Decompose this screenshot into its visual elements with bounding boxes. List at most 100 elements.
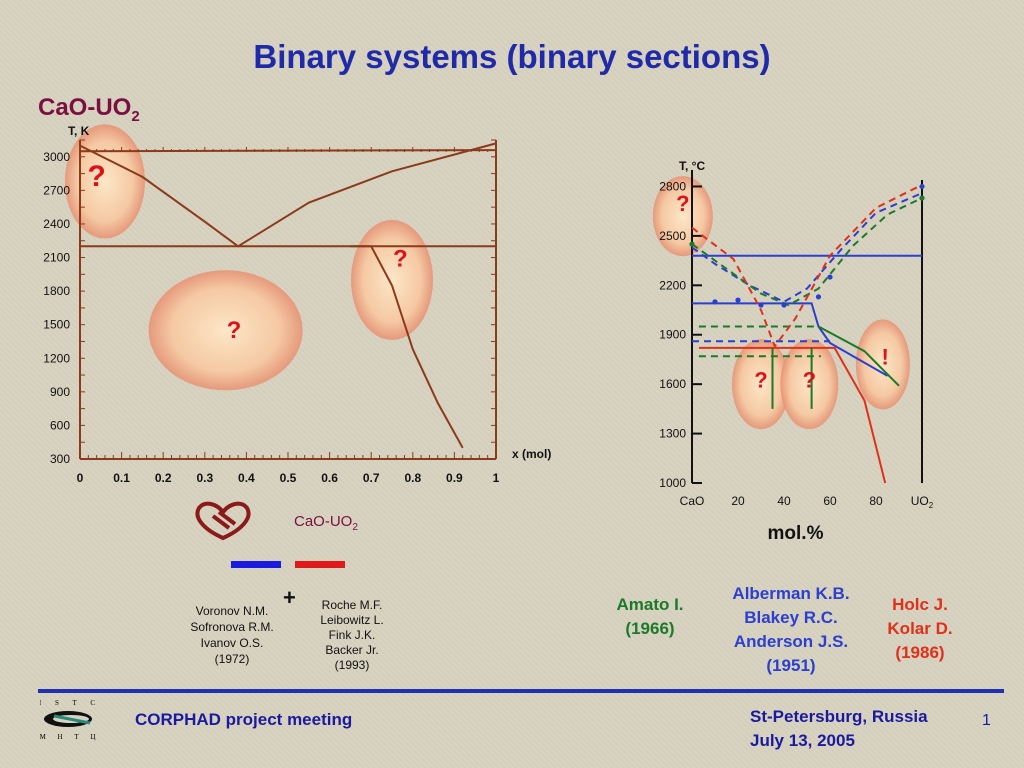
- question-mark-annotation: ?: [803, 367, 816, 392]
- footer-place: St-Petersburg, Russia July 13, 2005: [750, 705, 928, 753]
- x-axis-label: x (mol): [512, 447, 551, 461]
- data-point: [781, 302, 787, 308]
- icon-caption: CaO-UO2: [294, 513, 358, 533]
- x-tick-label: 20: [731, 494, 745, 508]
- reference-holc: Holc J. Kolar D. (1986): [872, 593, 968, 665]
- question-mark-annotation: ?: [393, 245, 408, 272]
- reference-line: (1986): [895, 643, 945, 662]
- y-tick-label: 1200: [43, 351, 70, 365]
- icon-caption-main: CaO-UO: [294, 513, 353, 530]
- phase-boundary-line: [691, 183, 923, 349]
- red-legend-bar: [295, 561, 345, 568]
- exclamation-annotation: !: [882, 344, 889, 369]
- data-point: [735, 297, 741, 303]
- footer-meeting: CORPHAD project meeting: [135, 710, 353, 729]
- credit-line: (1993): [334, 658, 370, 672]
- data-point: [758, 302, 764, 308]
- credit-line: Voronov N.M.: [195, 604, 269, 618]
- system-label: CaO-UO2: [38, 94, 140, 125]
- credits-left: Voronov N.M. Sofronova R.M. Ivanov O.S. …: [172, 603, 292, 667]
- x-tick-label: UO2: [911, 494, 934, 510]
- reference-line: Anderson J.S.: [733, 632, 849, 651]
- footer-date-line: July 13, 2005: [750, 731, 855, 750]
- credit-line: Fink J.K.: [328, 628, 376, 642]
- region-highlight: [780, 339, 839, 430]
- reference-line: Alberman K.B.: [732, 584, 850, 603]
- region-highlight: [64, 124, 145, 239]
- logo-bottom-text: М Н Т Ц: [40, 733, 100, 741]
- phase-boundary-line: [79, 149, 497, 153]
- x-tick-label: 0.2: [155, 471, 172, 485]
- x-tick-label: 0.6: [321, 471, 338, 485]
- y-tick-label: 2800: [659, 179, 686, 193]
- region-highlight: [855, 319, 910, 410]
- x-tick-label: 0.9: [446, 471, 463, 485]
- x-tick-label: 40: [777, 494, 791, 508]
- istc-logo-icon: I S T C М Н Т Ц: [40, 699, 100, 741]
- y-tick-label: 2200: [659, 278, 686, 292]
- phase-boundary-line: [691, 197, 923, 307]
- data-point: [827, 274, 833, 280]
- y-tick-label: 2400: [43, 217, 70, 231]
- data-point: [712, 299, 718, 305]
- data-point: [919, 183, 925, 190]
- phase-boundary-line: [692, 302, 888, 377]
- reference-alberman: Alberman K.B. Blakey R.C. Anderson J.S. …: [712, 582, 870, 678]
- y-tick-label: 600: [50, 418, 70, 432]
- y-tick-label: 1000: [659, 476, 686, 490]
- question-mark-annotation: ?: [754, 367, 767, 392]
- x-tick-label: 0.3: [196, 471, 213, 485]
- x-tick-label: 1: [493, 471, 500, 485]
- x-tick-label: 0.1: [113, 471, 130, 485]
- y-tick-label: 1500: [43, 318, 70, 332]
- y-tick-label: 300: [50, 452, 70, 466]
- data-point: [815, 294, 822, 300]
- cao-uo2-logo-icon: [195, 501, 251, 541]
- phase-boundary-line: [698, 346, 887, 484]
- x-tick-label: CaO: [680, 494, 705, 508]
- phase-boundary-line: [818, 325, 900, 387]
- x-tick-label-main: UO: [911, 494, 929, 508]
- phase-boundary-line: [691, 192, 923, 303]
- reference-amato: Amato I. (1966): [600, 593, 700, 641]
- y-tick-label: 3000: [43, 150, 70, 164]
- y-axis-label: T, K: [68, 124, 90, 138]
- x-tick-label: 0.7: [363, 471, 380, 485]
- credit-line: Backer Jr.: [325, 643, 379, 657]
- y-tick-label: 1800: [43, 284, 70, 298]
- footer-divider: [38, 689, 1004, 693]
- credit-line: (1972): [214, 652, 250, 666]
- reference-line: Blakey R.C.: [744, 608, 838, 627]
- y-tick-label: 2100: [43, 251, 70, 265]
- reference-line: (1951): [766, 656, 816, 675]
- icon-caption-sub: 2: [352, 522, 358, 533]
- question-mark-annotation: ?: [87, 160, 105, 193]
- x-tick-label: 0.4: [238, 471, 255, 485]
- page-number: 1: [982, 712, 991, 729]
- data-point: [689, 241, 695, 247]
- y-tick-label: 1600: [659, 377, 686, 391]
- reference-line: (1966): [625, 619, 675, 638]
- region-highlight: [351, 219, 433, 340]
- credit-line: Leibowitz L.: [320, 613, 384, 627]
- y-axis-label: T, °C: [679, 159, 705, 173]
- x-tick-label-sub: 2: [929, 501, 934, 510]
- credits-right: Roche M.F. Leibowitz L. Fink J.K. Backer…: [306, 598, 398, 673]
- reference-line: Amato I.: [616, 595, 684, 614]
- y-tick-label: 2700: [43, 183, 70, 197]
- credit-line: Ivanov O.S.: [200, 636, 264, 650]
- blue-legend-bar: [231, 561, 281, 568]
- question-mark-annotation: ?: [227, 317, 242, 344]
- plus-sign: +: [283, 585, 296, 610]
- credit-line: Roche M.F.: [321, 598, 383, 612]
- region-highlight: [148, 270, 303, 391]
- footer-place-line: St-Petersburg, Russia: [750, 707, 928, 726]
- question-mark-annotation: ?: [676, 191, 689, 216]
- logo-top-text: I S T C: [40, 699, 100, 707]
- y-tick-label: 1900: [659, 328, 686, 342]
- region-highlight: [732, 339, 790, 430]
- phase-boundary-line: [370, 245, 464, 449]
- reference-line: Kolar D.: [887, 619, 953, 638]
